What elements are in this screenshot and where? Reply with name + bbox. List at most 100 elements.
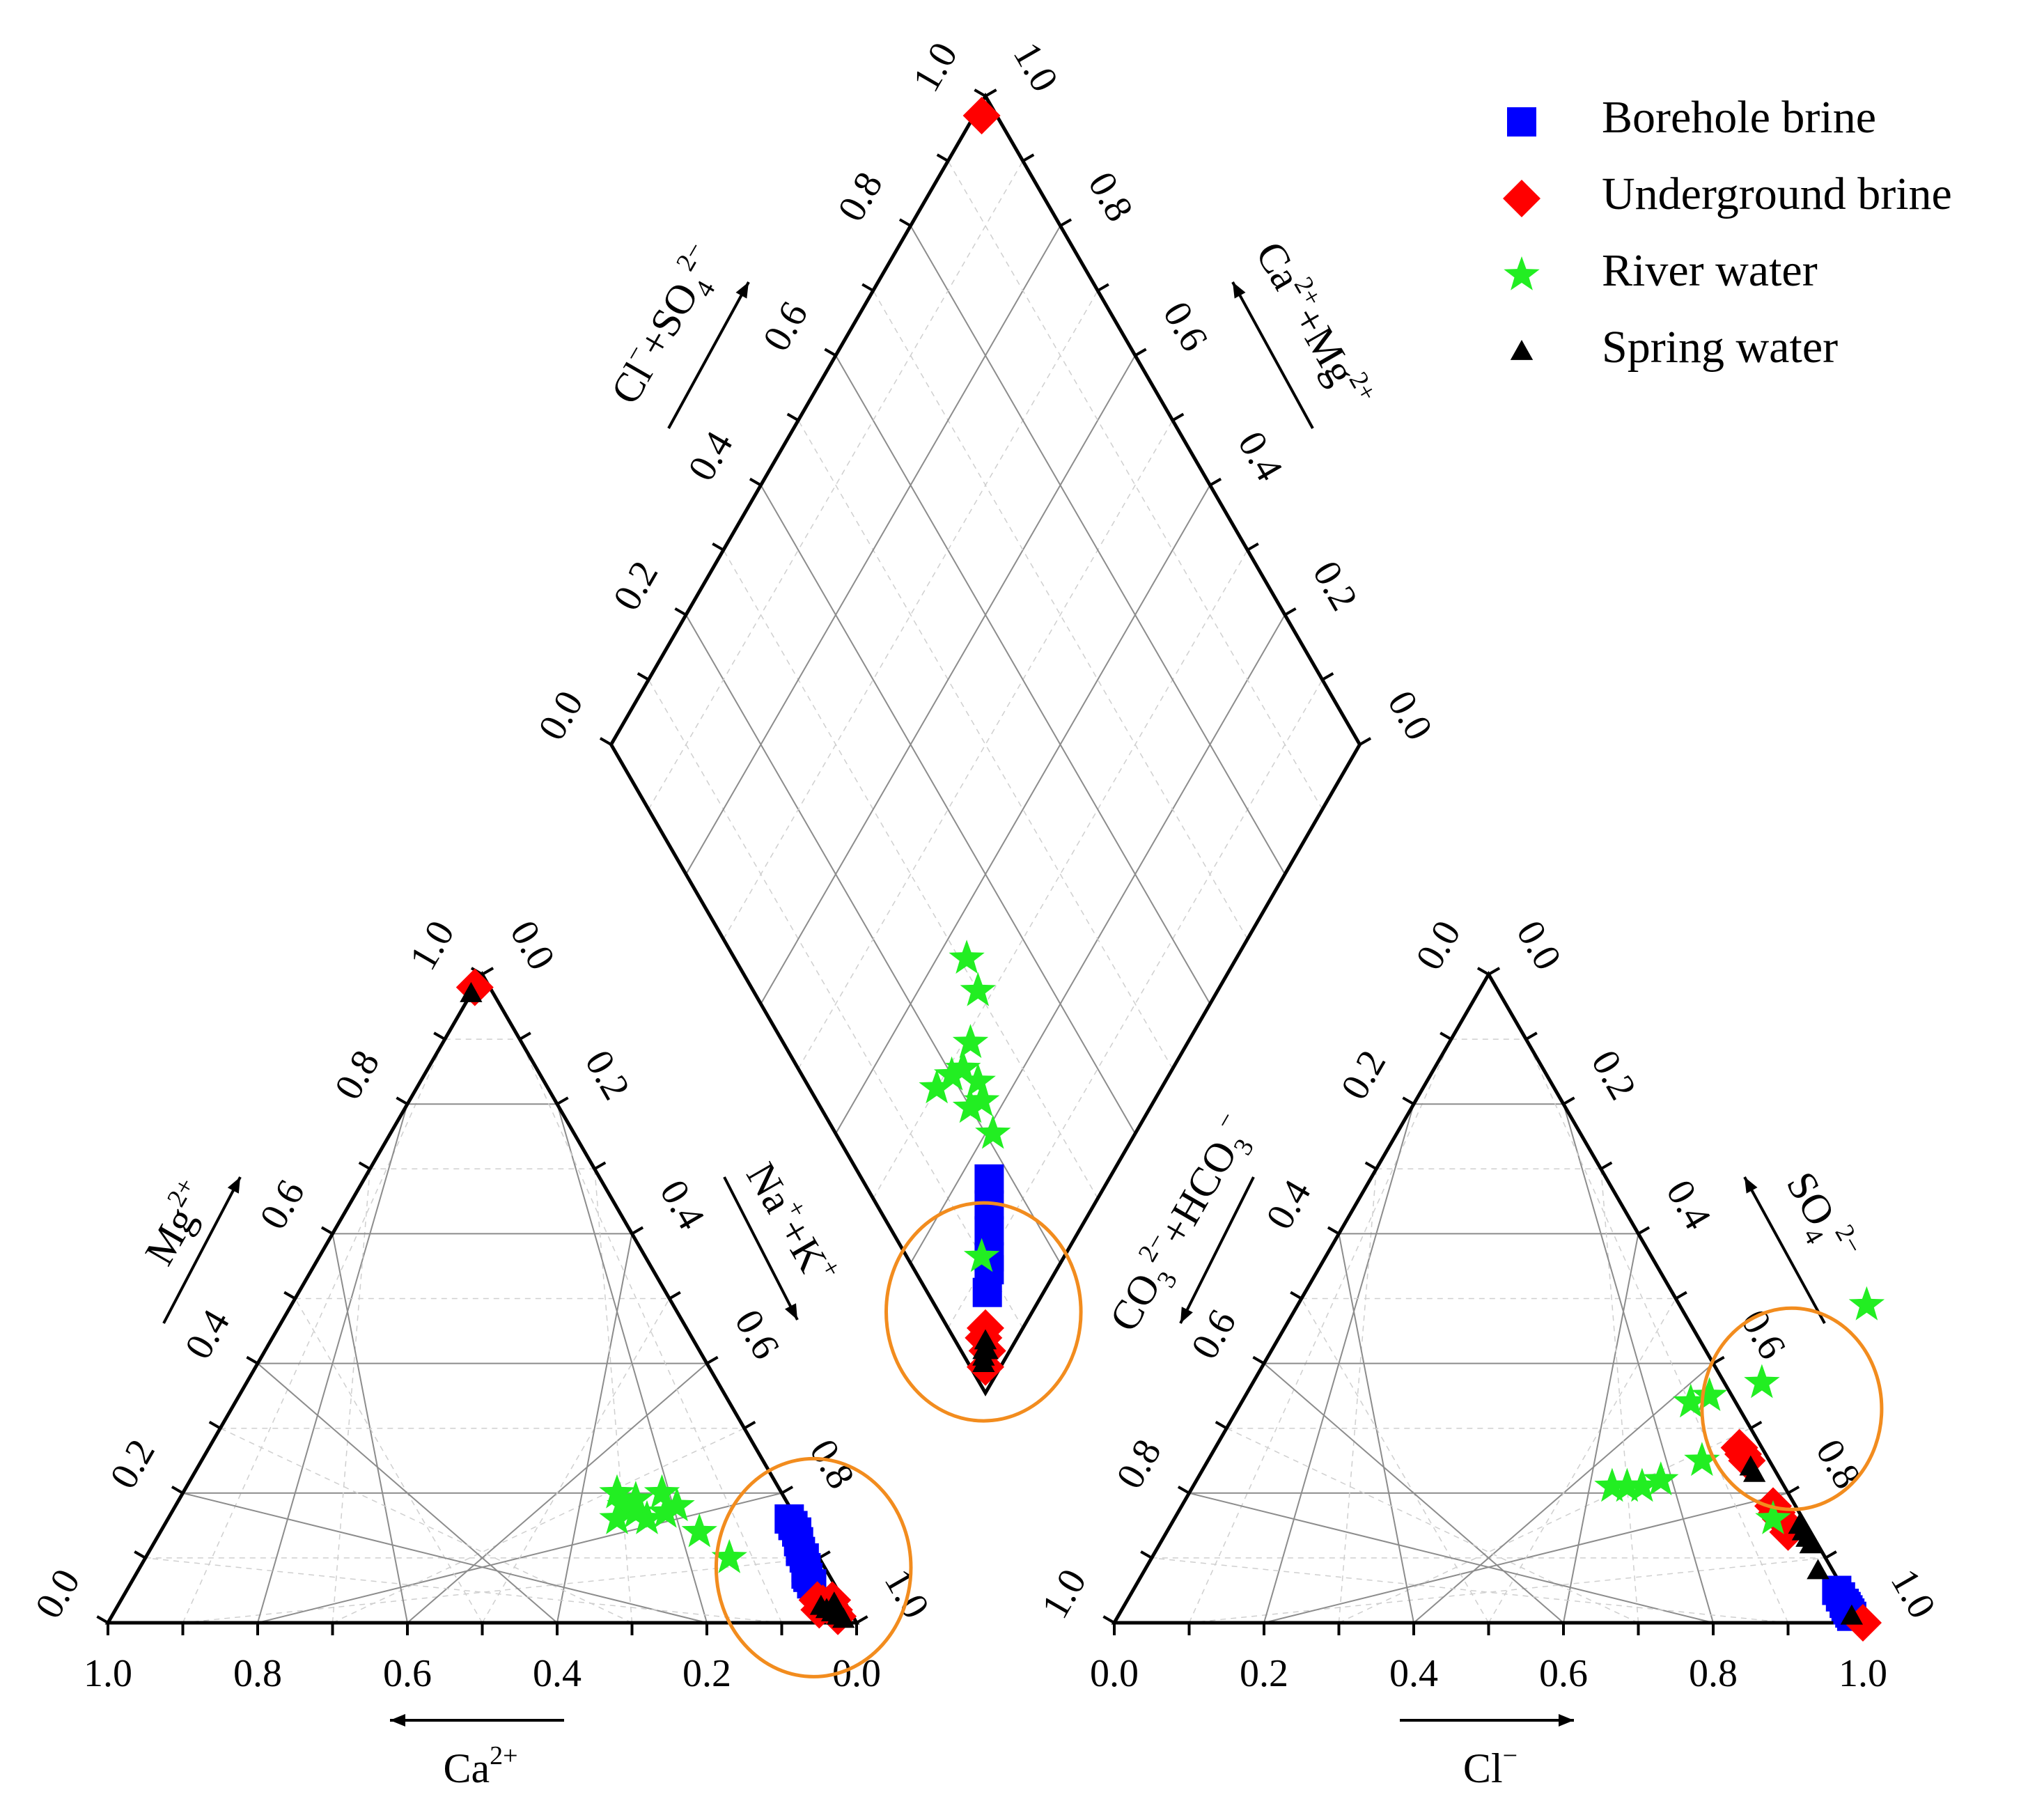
na-k-axis-arrow [723,1176,799,1321]
legend-label-underground-brine: Underground brine [1602,169,1952,219]
anion-right-tick [1713,1355,1725,1365]
spring-water-anion-point [1799,1533,1822,1554]
anion-right-tick [1749,1420,1763,1430]
anion-left-tick [1476,967,1490,976]
cation-right-tick [706,1355,719,1365]
anion-bottom-tick-label: 1.0 [1839,1652,1887,1695]
diamond-left-tick [637,672,650,681]
cation-bottom-tick-label: 1.0 [84,1652,132,1695]
anion-grid-descending [1600,1169,1639,1623]
legend-marker-borehole-brine [1507,107,1536,137]
river-water-anion-point [1643,1461,1679,1495]
anion-bottom-tick-label: 0.2 [1240,1652,1288,1695]
diamond-right-tick [985,88,997,98]
river-water-cation-point [599,1500,635,1534]
anion-highlight-ellipse [1700,1306,1884,1511]
anion-left-tick [1364,1161,1378,1171]
anion-left-tick [1252,1355,1265,1365]
anion-left-tick [1440,1031,1452,1041]
cation-grid-descending [182,1557,820,1623]
cation-right-tick [556,1096,569,1105]
ca-mg-axis-arrow [1231,281,1314,429]
anion-bottom-tick-label: 0.0 [1090,1652,1139,1695]
river-water-cation-point [599,1474,635,1509]
anion-right-tick [1787,1486,1800,1495]
diamond-left-tick [749,477,762,487]
co3-hco3-axis-arrow-head [1180,1307,1193,1323]
diamond-grid-v [835,485,1211,1135]
cation-right-tick [781,1486,794,1495]
cation-highlight-ellipse [714,1456,913,1678]
anion-grid-ascending [1263,1362,1564,1623]
cation-left-tick [396,1096,408,1105]
diamond-left-tick [674,607,687,616]
borehole-brine-diamond-point [974,1216,1004,1246]
anion-bottom-tick-label: 0.8 [1689,1652,1738,1695]
legend-label-spring-water: Spring water [1602,322,1838,373]
river-water-anion-point [1673,1383,1709,1418]
cation-right-tick [818,1550,831,1559]
cation-left-tick [358,1161,371,1171]
cation-left-tick [320,1226,334,1236]
ca-axis-arrow-head [390,1714,405,1727]
cation-right-tick [519,1031,531,1041]
spring-water-anion-point [1743,1461,1766,1482]
cation-grid-ascending [331,1169,371,1623]
diamond-right-tick [1321,672,1334,681]
diamond-left-tick [712,542,724,552]
underground-brine-diamond-point [962,97,1001,134]
river-water-anion-point [1624,1467,1660,1502]
river-water-diamond-point [975,1114,1011,1149]
cation-grid-descending [594,1169,633,1623]
anion-grid-ascending [1151,1557,1788,1623]
anion-left-tick [1177,1486,1190,1495]
diamond-right-tick [1134,348,1147,357]
river-water-anion-point [1594,1467,1630,1502]
anion-right-tick [1600,1161,1613,1171]
diamond-right-tick [1097,283,1109,293]
anion-grid-ascending [1188,1038,1452,1623]
river-water-anion-point [1744,1364,1780,1399]
cation-right-tick [856,1615,868,1624]
diamond-right-tick [1247,542,1259,552]
diamond-highlight-ellipse [884,1201,1083,1423]
river-water-cation-point [648,1493,684,1528]
river-water-diamond-point [919,1069,955,1104]
so4-axis-arrow [1743,1176,1826,1324]
cation-left-tick [171,1486,184,1495]
diamond-left-tick [786,412,799,422]
cation-left-tick [283,1291,296,1300]
anion-right-tick [1675,1291,1687,1300]
cl-so4-axis-arrow-head [735,282,749,299]
spring-water-diamond-point [972,1352,995,1372]
river-water-cation-point [607,1487,643,1522]
cation-left-tick [246,1355,258,1365]
diamond-right-tick [1209,477,1222,487]
so4-axis-arrow-head [1745,1177,1758,1194]
diamond-left-tick [861,283,874,293]
diamond-left-tick [936,153,949,162]
river-water-cation-point [618,1481,654,1515]
cation-right-tick [481,967,494,976]
grid-layer [145,160,1826,1623]
river-water-diamond-point [963,1238,1000,1272]
diamond-left-tick [599,737,612,746]
cation-right-tick [593,1161,607,1171]
highlight-layer [714,1201,1884,1678]
diamond-left-tick [974,88,986,98]
ca-axis-label: Ca2+ [443,1741,517,1791]
anion-right-tick [1563,1096,1575,1105]
cation-grid-descending [556,1233,633,1623]
anion-grid-ascending [1189,1492,1714,1623]
cation-grid-ascending [219,1428,632,1623]
diamond-right-tick [1022,153,1035,162]
river-water-diamond-point [933,1056,970,1091]
cation-bottom-tick-label: 0.2 [682,1652,731,1695]
cation-grid-ascending [257,1362,558,1623]
legend-marker-spring-water [1510,340,1534,360]
diamond-grid-u [760,485,1136,1135]
na-k-axis-arrow-head [785,1303,797,1320]
diamond-right-tick [1284,607,1297,616]
spring-water-cation-point [460,982,483,1002]
